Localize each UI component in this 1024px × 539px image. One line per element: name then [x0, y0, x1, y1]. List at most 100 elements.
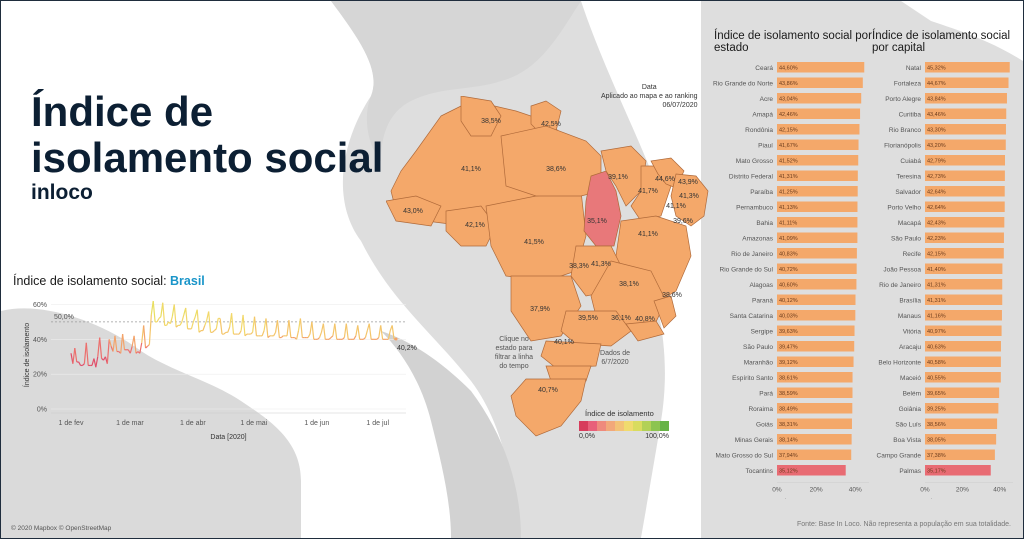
bar[interactable] [925, 372, 1001, 383]
bar-category-label[interactable]: Goiânia [899, 406, 922, 413]
bar-category-label[interactable]: Cuiabá [900, 158, 921, 165]
bar[interactable] [925, 93, 1007, 104]
bar-category-label[interactable]: Rio Grande do Norte [713, 81, 773, 88]
map-region-rondonia[interactable] [445, 205, 497, 247]
bar[interactable] [777, 108, 861, 120]
map-region-rio[interactable] [625, 320, 665, 342]
bar-category-label[interactable]: São Paulo [891, 236, 921, 243]
bar[interactable] [925, 201, 1005, 213]
bar-category-label[interactable]: Campo Grande [877, 453, 922, 460]
map-region-acre[interactable] [386, 195, 442, 227]
bar[interactable] [925, 310, 1002, 321]
bar[interactable] [925, 356, 1001, 368]
bar-category-label[interactable]: Maceió [900, 375, 921, 382]
bar-category-label[interactable]: Florianópolis [884, 143, 922, 150]
bar-category-label[interactable]: Manaus [898, 313, 922, 320]
bar[interactable] [777, 341, 855, 352]
bar-category-label[interactable]: Sergipe [751, 329, 774, 336]
bar[interactable] [777, 310, 856, 321]
bar[interactable] [777, 248, 857, 259]
bar[interactable] [925, 232, 1004, 244]
bar[interactable] [777, 217, 858, 228]
bar[interactable] [925, 294, 1003, 306]
bar-category-label[interactable]: Ceará [755, 65, 773, 72]
bar-category-label[interactable]: Natal [906, 65, 922, 72]
bar-category-label[interactable]: Rondônia [745, 127, 773, 134]
bar-category-label[interactable]: Paraná [752, 298, 773, 305]
bar[interactable] [925, 155, 1005, 166]
map-region-rs[interactable] [510, 378, 587, 437]
bar-category-label[interactable]: Rio de Janeiro [731, 251, 773, 258]
map-region-roraima[interactable] [460, 96, 502, 137]
bar-category-label[interactable]: Belém [903, 391, 921, 398]
bar-category-label[interactable]: Palmas [899, 468, 921, 475]
bar[interactable] [777, 170, 858, 182]
bar[interactable] [925, 248, 1004, 259]
bar-category-label[interactable]: Tocantins [746, 468, 774, 475]
bar-category-label[interactable]: Roraima [748, 406, 773, 413]
series-line-brasil[interactable] [70, 300, 397, 368]
bar-category-label[interactable]: Santa Catarina [730, 313, 774, 320]
bar-category-label[interactable]: São Luís [895, 422, 921, 429]
bar[interactable] [777, 372, 853, 383]
bar[interactable] [925, 170, 1005, 182]
bar-category-label[interactable]: Distrito Federal [729, 174, 774, 181]
bar[interactable] [777, 325, 855, 337]
map-region-espirito-santo[interactable] [653, 295, 677, 329]
bar[interactable] [777, 387, 853, 399]
map-region-para[interactable] [500, 125, 602, 197]
bar-category-label[interactable]: Espírito Santo [732, 375, 773, 382]
bar[interactable] [777, 294, 856, 306]
bar[interactable] [777, 449, 852, 461]
bar[interactable] [777, 77, 863, 89]
bar-category-label[interactable]: Mato Grosso [736, 158, 774, 165]
bar[interactable] [777, 155, 859, 166]
bar[interactable] [925, 186, 1005, 197]
bar[interactable] [925, 387, 1000, 399]
bar[interactable] [777, 403, 853, 414]
bar[interactable] [777, 418, 852, 430]
bar-category-label[interactable]: Maranhão [744, 360, 774, 367]
bar[interactable] [925, 62, 1010, 73]
map-region-tocantins[interactable] [583, 170, 622, 247]
bar[interactable] [777, 465, 846, 476]
bar-category-label[interactable]: Amazonas [742, 236, 773, 243]
bar-category-label[interactable]: Aracaju [899, 344, 921, 351]
bar-category-label[interactable]: Rio Grande do Sul [720, 267, 774, 274]
bar-category-label[interactable]: Teresina [896, 174, 921, 181]
last-point[interactable] [394, 337, 398, 341]
bar[interactable] [777, 139, 859, 151]
bar[interactable] [925, 341, 1001, 352]
bar[interactable] [777, 201, 858, 213]
bar-category-label[interactable]: Porto Alegre [885, 96, 921, 103]
bar[interactable] [925, 465, 991, 476]
bar-category-label[interactable]: Vitória [903, 329, 922, 336]
bar-category-label[interactable]: Rio Branco [889, 127, 922, 134]
map-region-sao-paulo[interactable] [560, 310, 632, 347]
map-region-northeast-coast[interactable] [670, 173, 709, 227]
bar-category-label[interactable]: Rio de Janeiro [879, 282, 921, 289]
bar-category-label[interactable]: Porto Velho [887, 205, 921, 212]
bar[interactable] [925, 279, 1003, 290]
bar-category-label[interactable]: Salvador [895, 189, 921, 196]
bar[interactable] [925, 325, 1002, 337]
bar-category-label[interactable]: Minas Gerais [735, 437, 774, 444]
bar[interactable] [777, 124, 860, 135]
bar-category-label[interactable]: Recife [903, 251, 922, 258]
bar-category-label[interactable]: Piauí [758, 143, 773, 150]
bar[interactable] [777, 356, 854, 368]
bar-category-label[interactable]: Pernambuco [736, 205, 773, 212]
bar[interactable] [925, 77, 1009, 89]
bar[interactable] [777, 62, 865, 73]
bar[interactable] [925, 263, 1003, 275]
bar[interactable] [925, 217, 1005, 228]
bar[interactable] [777, 434, 852, 445]
bar[interactable] [925, 418, 998, 430]
bar[interactable] [925, 403, 999, 414]
bar[interactable] [777, 279, 857, 290]
bar[interactable] [777, 186, 858, 197]
bar-category-label[interactable]: Paraíba [750, 189, 773, 196]
bar[interactable] [925, 449, 995, 461]
line-chart-title-region[interactable]: Brasil [170, 274, 205, 288]
map-region-maranhao[interactable] [600, 145, 647, 207]
